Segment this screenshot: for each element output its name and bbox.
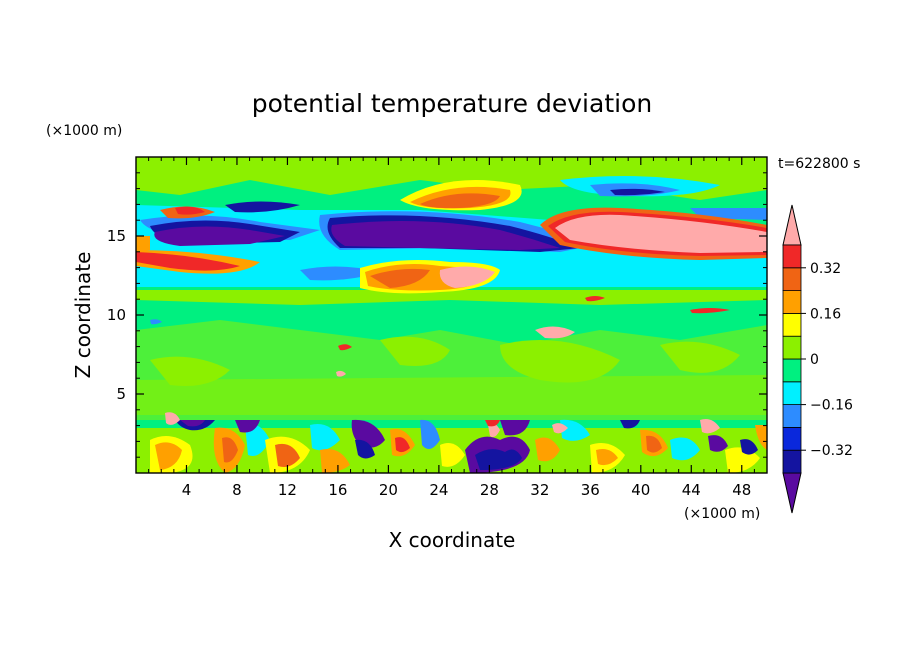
colorbar-segment (782, 312, 802, 337)
turbulent-layer (355, 439, 375, 459)
x-axis-label: X coordinate (389, 528, 516, 552)
colorbar-label: 0 (810, 352, 819, 368)
colorbar-segment (782, 449, 802, 474)
x-tick-label: 20 (379, 481, 398, 499)
turbulent-layer (755, 425, 767, 450)
colorbar-segment (782, 404, 802, 428)
turbulent-layer (552, 423, 568, 434)
warm-anomaly (370, 268, 430, 288)
turbulent-layer (180, 420, 205, 427)
dark-blue-layer (610, 188, 665, 196)
turbulent-layer (596, 449, 618, 466)
colorbar-segment (782, 267, 802, 291)
y-axis-label: Z coordinate (71, 252, 95, 379)
colorbar-label: 0.32 (810, 261, 841, 277)
turbulent-layer (670, 437, 700, 461)
colorbar-segment (782, 358, 802, 383)
warm-anomaly (439, 266, 495, 288)
x-axis: 4 8 12 16 20 24 28 32 36 40 44 48 (148, 157, 755, 499)
turbulent-layer (485, 420, 500, 427)
x-tick-label: 28 (480, 481, 499, 499)
turbulent-layer (646, 435, 662, 453)
heatmap-field (136, 157, 767, 473)
light-green-zone (500, 340, 620, 383)
turbulent-layer (700, 419, 720, 434)
purple-minimum (154, 226, 285, 246)
cold-anomaly (150, 319, 162, 325)
x-tick-label: 36 (581, 481, 600, 499)
turbulent-layer (155, 442, 182, 470)
turbulent-layer (535, 437, 560, 462)
colorbar-segment (782, 290, 802, 314)
turbulent-layer (740, 439, 758, 455)
y-tick-label: 5 (116, 385, 126, 403)
x-tick-label: 40 (631, 481, 650, 499)
turbulent-layer (275, 443, 300, 467)
light-green-zone (660, 341, 740, 373)
turbulent-layer (245, 424, 270, 456)
turbulent-layer (475, 449, 522, 470)
warm-anomaly (136, 236, 150, 252)
y-unit-label: (×1000 m) (46, 123, 122, 139)
colorbar-extend-low (782, 472, 802, 514)
turbulent-layer (395, 437, 410, 453)
y-tick-label: 10 (107, 306, 126, 324)
light-green-zone (136, 375, 767, 415)
turbulent-layer (235, 420, 260, 433)
chart-title: potential temperature deviation (252, 89, 652, 118)
turbulent-layer (560, 419, 590, 441)
x-unit-label: (×1000 m) (684, 506, 760, 522)
turbulent-layer (488, 423, 500, 438)
turbulent-layer (320, 449, 350, 473)
x-tick-label: 12 (278, 481, 297, 499)
colorbar-label: −0.32 (810, 443, 853, 459)
colorbar-label: −0.16 (810, 398, 853, 414)
colorbar-segment (782, 244, 802, 269)
colorbar-segment (782, 426, 802, 451)
x-tick-label: 16 (328, 481, 347, 499)
warm-anomaly (175, 206, 205, 215)
x-tick-label: 8 (232, 481, 242, 499)
x-tick-label: 32 (530, 481, 549, 499)
turbulent-layer (620, 420, 640, 429)
warm-anomaly (690, 308, 730, 314)
y-axis: 5 10 15 (107, 172, 767, 458)
colorbar-segment (782, 381, 802, 405)
turbulent-layer (708, 435, 728, 452)
turbulent-layer (310, 424, 340, 451)
light-green-zone (136, 290, 767, 305)
y-tick-label: 15 (107, 227, 126, 245)
x-tick-label: 48 (732, 481, 751, 499)
x-tick-label: 24 (429, 481, 448, 499)
warm-anomaly (336, 370, 346, 377)
turbulent-layer (136, 420, 767, 428)
dark-blue-layer (225, 201, 300, 213)
light-green-zone (136, 157, 767, 200)
colorbar-extend-high (782, 204, 802, 246)
colorbar-label: 0.16 (810, 306, 841, 322)
turbulent-layer (165, 412, 180, 425)
time-label: t=622800 s (778, 156, 860, 172)
light-green-zone (150, 356, 230, 386)
x-tick-label: 4 (182, 481, 192, 499)
warm-anomaly (535, 326, 575, 339)
warm-anomaly (136, 252, 240, 271)
warm-anomaly (585, 296, 605, 302)
purple-minimum (331, 221, 560, 250)
turbulent-layer (500, 420, 530, 436)
turbulent-layer (440, 442, 465, 467)
colorbar: 0.32 0.16 0 −0.16 −0.32 (782, 204, 853, 514)
warm-anomaly (338, 344, 352, 351)
x-tick-label: 44 (682, 481, 701, 499)
colorbar-segment (782, 335, 802, 360)
warm-anomaly (555, 214, 767, 253)
turbulent-layer (222, 437, 238, 463)
light-green-zone (380, 336, 450, 366)
warm-anomaly (420, 193, 500, 209)
turbulent-layer (420, 419, 440, 449)
